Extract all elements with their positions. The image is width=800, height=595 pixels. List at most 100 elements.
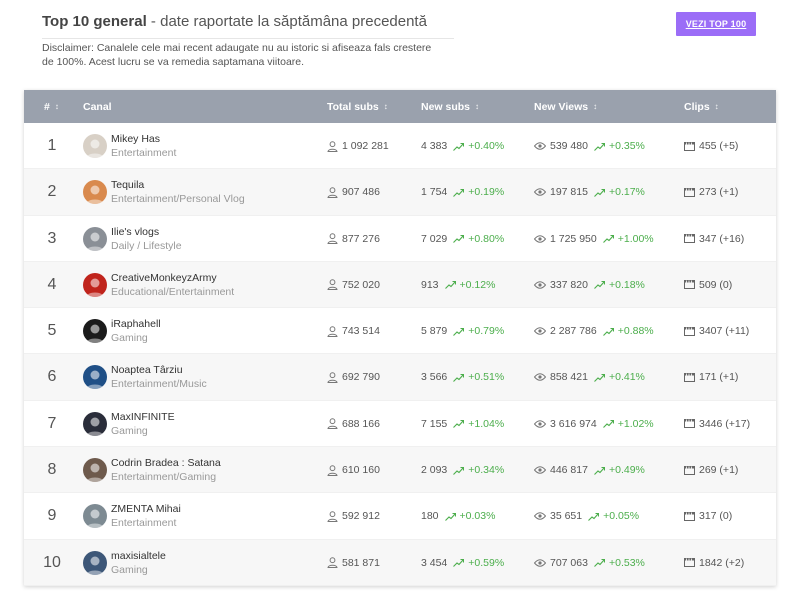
channel-name[interactable]: CreativeMonkeyzArmy xyxy=(111,271,217,284)
eye-icon xyxy=(534,420,546,428)
clips-value: 347 (+16) xyxy=(699,232,745,245)
column-new-subs-header[interactable]: New subs ↕ xyxy=(421,90,479,123)
new-subs-percent: +0.03% xyxy=(459,510,496,523)
table-body: 1 Mikey Has Entertainment 1 092 281 4 38… xyxy=(24,123,776,586)
eye-icon xyxy=(534,558,546,567)
trend-up-icon xyxy=(453,234,465,243)
table-row[interactable]: 3 Ilie's vlogs Daily / Lifestyle 877 276… xyxy=(24,216,776,262)
clips-cell: 269 (+1) xyxy=(684,447,738,493)
avatar[interactable] xyxy=(83,226,107,251)
new-subs-percent: +0.59% xyxy=(468,556,505,569)
channel-category: Entertainment/Gaming xyxy=(111,471,217,484)
table-row[interactable]: 6 Noaptea Târziu Entertainment/Music 692… xyxy=(24,354,776,401)
sort-icon: ↕ xyxy=(714,102,719,111)
new-views-percent: +1.00% xyxy=(617,232,654,245)
trend-up-icon xyxy=(453,188,465,197)
channel-name[interactable]: Noaptea Târziu xyxy=(111,364,183,377)
new-subs-percent: +0.80% xyxy=(468,232,505,245)
rank-number: 3 xyxy=(47,229,57,247)
clips-cell: 171 (+1) xyxy=(684,354,738,400)
total-subs-cell: 877 276 xyxy=(327,216,380,262)
table-row[interactable]: 9 ZMENTA Mihai Entertainment 592 912 180… xyxy=(24,493,776,540)
channel-name[interactable]: ZMENTA Mihai xyxy=(111,503,181,516)
new-views-value: 197 815 xyxy=(550,186,588,199)
new-views-percent: +0.17% xyxy=(608,186,645,199)
new-subs-value: 2 093 xyxy=(421,464,448,477)
new-subs-percent: +0.12% xyxy=(459,278,496,291)
channel-info: iRaphahell Gaming xyxy=(111,317,161,345)
channel-name[interactable]: Codrin Bradea : Satana xyxy=(111,457,221,470)
channel-category: Gaming xyxy=(111,332,148,345)
film-icon xyxy=(684,419,695,429)
clips-cell: 455 (+5) xyxy=(684,123,738,169)
sort-icon: ↕ xyxy=(593,102,598,111)
avatar[interactable] xyxy=(83,411,107,436)
total-subs-value: 877 276 xyxy=(342,232,380,245)
trend-up-icon xyxy=(602,327,614,336)
avatar[interactable] xyxy=(83,134,107,158)
total-subs-cell: 592 912 xyxy=(327,493,380,539)
channel-category: Entertainment xyxy=(111,517,177,530)
channel-info: Noaptea Târziu Entertainment/Music xyxy=(111,363,207,391)
new-subs-percent: +0.51% xyxy=(468,371,505,384)
avatar[interactable] xyxy=(83,272,107,297)
top-100-button[interactable]: VEZI TOP 100 xyxy=(676,12,756,36)
new-views-cell: 1 725 950 +1.00% xyxy=(534,216,654,262)
avatar[interactable] xyxy=(83,458,107,483)
sort-icon: ↕ xyxy=(54,102,59,111)
total-subs-cell: 692 790 xyxy=(327,354,380,400)
column-total-subs-label: Total subs xyxy=(327,100,379,113)
rank-number: 8 xyxy=(47,461,57,479)
total-subs-cell: 743 514 xyxy=(327,308,380,354)
film-icon xyxy=(684,141,695,151)
avatar[interactable] xyxy=(83,550,107,575)
column-total-subs-header[interactable]: Total subs ↕ xyxy=(327,90,388,123)
channel-name[interactable]: Mikey Has xyxy=(111,133,161,145)
clips-cell: 509 (0) xyxy=(684,262,732,308)
new-subs-value: 1 754 xyxy=(421,186,448,199)
table-row[interactable]: 7 MaxINFINITE Gaming 688 166 7 155 +1.04… xyxy=(24,401,776,448)
new-subs-percent: +1.04% xyxy=(468,417,505,430)
new-subs-cell: 7 029 +0.80% xyxy=(421,216,504,262)
avatar[interactable] xyxy=(83,319,107,344)
total-subs-cell: 688 166 xyxy=(327,401,380,447)
column-new-views-header[interactable]: New Views ↕ xyxy=(534,90,597,123)
column-clips-header[interactable]: Clips ↕ xyxy=(684,90,719,123)
user-icon xyxy=(327,418,338,430)
new-subs-cell: 180 +0.03% xyxy=(421,493,495,539)
rank-number: 10 xyxy=(43,553,61,571)
table-header: # ↕ Canal Total subs ↕ New subs ↕ New Views… xyxy=(24,90,776,123)
new-subs-cell: 3 566 +0.51% xyxy=(421,354,504,400)
table-row[interactable]: 4 CreativeMonkeyzArmy Educational/Entert… xyxy=(24,261,776,309)
table-row[interactable]: 8 Codrin Bradea : Satana Entertainment/G… xyxy=(24,447,776,494)
new-subs-percent: +0.19% xyxy=(468,186,505,199)
total-subs-value: 1 092 281 xyxy=(342,140,389,152)
new-views-value: 2 287 786 xyxy=(550,325,597,338)
clips-cell: 3407 (+11) xyxy=(684,308,749,354)
title-divider xyxy=(42,38,454,39)
avatar[interactable] xyxy=(83,180,107,205)
new-subs-cell: 913 +0.12% xyxy=(421,262,495,308)
channel-name[interactable]: iRaphahell xyxy=(111,318,161,331)
column-rank-header[interactable]: # ↕ xyxy=(44,90,59,123)
new-views-cell: 35 651 +0.05% xyxy=(534,493,639,539)
new-views-cell: 197 815 +0.17% xyxy=(534,169,645,215)
channel-name[interactable]: maxisialtele xyxy=(111,549,166,562)
new-subs-cell: 4 383 +0.40% xyxy=(421,123,504,169)
total-subs-value: 692 790 xyxy=(342,371,380,384)
avatar[interactable] xyxy=(83,504,107,529)
table-row[interactable]: 10 maxisialtele Gaming 581 871 3 454 +0.… xyxy=(24,539,776,586)
trend-up-icon xyxy=(594,280,605,290)
trend-up-icon xyxy=(453,327,465,336)
table-row[interactable]: 2 Tequila Entertainment/Personal Vlog 90… xyxy=(24,169,776,216)
new-subs-value: 913 xyxy=(421,278,439,291)
table-row[interactable]: 1 Mikey Has Entertainment 1 092 281 4 38… xyxy=(24,123,776,170)
channel-name[interactable]: Ilie's vlogs xyxy=(111,225,160,238)
channel-info: Ilie's vlogs Daily / Lifestyle xyxy=(111,225,182,253)
avatar[interactable] xyxy=(83,365,107,390)
table-row[interactable]: 5 iRaphahell Gaming 743 514 5 879 +0.79%… xyxy=(24,308,776,355)
channel-info: CreativeMonkeyzArmy Educational/Entertai… xyxy=(111,271,234,299)
clips-cell: 273 (+1) xyxy=(684,169,738,215)
channel-name[interactable]: MaxINFINITE xyxy=(111,410,175,423)
channel-name[interactable]: Tequila xyxy=(111,179,145,192)
